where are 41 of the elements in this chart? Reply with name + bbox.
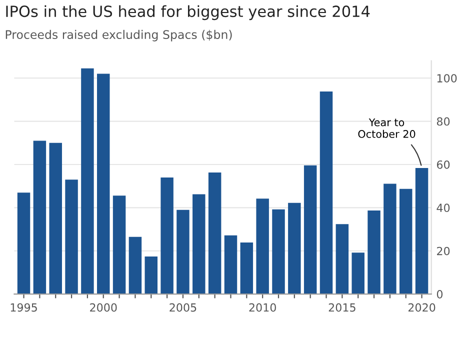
bar bbox=[352, 252, 364, 294]
x-tick-label: 1995 bbox=[10, 303, 37, 312]
bar bbox=[176, 210, 190, 294]
chart-title: IPOs in the US head for biggest year since 2014 bbox=[6, 5, 370, 20]
bar bbox=[128, 236, 142, 294]
y-tick-label: 100 bbox=[437, 74, 457, 82]
bar bbox=[33, 140, 46, 294]
bar bbox=[17, 192, 30, 294]
bar bbox=[400, 188, 412, 294]
bar bbox=[224, 235, 238, 294]
bar bbox=[112, 196, 126, 294]
bar bbox=[49, 142, 62, 294]
y-tick-label: 80 bbox=[436, 117, 450, 126]
bar bbox=[336, 224, 349, 294]
bar bbox=[384, 184, 396, 294]
bar bbox=[144, 256, 158, 294]
y-tick-label: 40 bbox=[436, 204, 450, 212]
x-tick-label: 2015 bbox=[328, 303, 356, 312]
bar bbox=[65, 180, 78, 294]
x-tick-label: 2005 bbox=[170, 303, 196, 312]
bar bbox=[240, 242, 254, 294]
bar bbox=[415, 168, 428, 294]
chart-subtitle: Proceeds raised excluding Spacs ($bn) bbox=[6, 30, 232, 42]
bar bbox=[97, 74, 110, 294]
x-tick-label: 2000 bbox=[90, 303, 117, 312]
x-tick-label: 2020 bbox=[408, 303, 436, 312]
x-tick-label: 2010 bbox=[249, 303, 276, 312]
bar bbox=[192, 194, 206, 294]
annotation: Year to October 20 bbox=[358, 118, 416, 138]
bar bbox=[368, 210, 380, 294]
bar bbox=[304, 165, 317, 294]
bar bbox=[320, 92, 333, 294]
bar bbox=[81, 68, 94, 294]
bar bbox=[256, 198, 269, 294]
bar bbox=[272, 209, 285, 294]
y-tick-label: 60 bbox=[436, 160, 450, 169]
bar bbox=[288, 202, 301, 294]
bar bbox=[160, 177, 174, 294]
y-tick-label: 0 bbox=[436, 290, 443, 298]
y-tick-label: 20 bbox=[437, 246, 450, 256]
bar bbox=[208, 172, 222, 294]
